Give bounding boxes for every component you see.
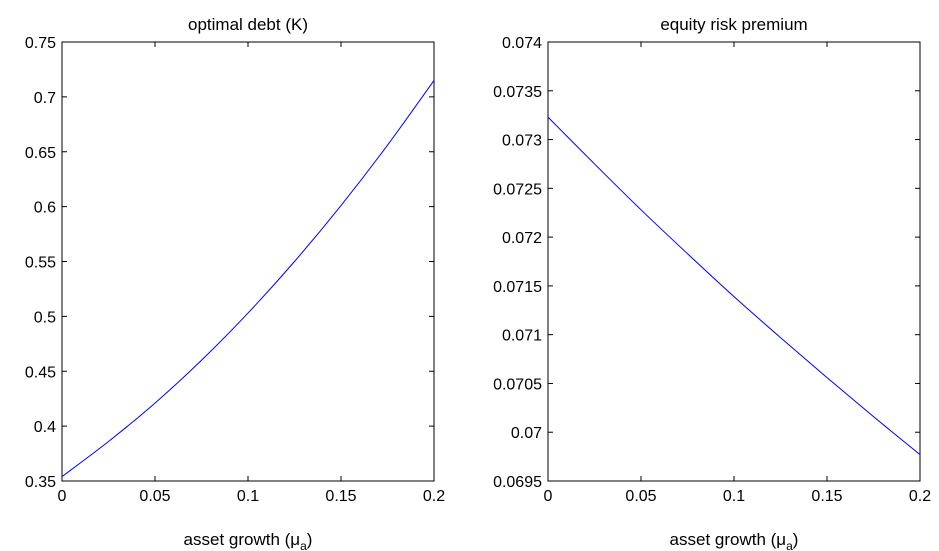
x-axis-label: asset growth (μa) [184,530,313,551]
series-line [547,116,921,456]
tick-group: 0 0.05 0.1 0.15 0.2 0.35 0.4 0.45 0.5 0.55 0.6 0.65… [25,35,445,505]
y-tick-label: 0.0725 [493,181,542,198]
chart-title: optimal debt (K) [188,15,308,34]
y-tick-label: 0.7 [34,90,56,107]
x-tick-label: 0.15 [811,488,842,505]
y-tick-label: 0.4 [34,419,56,436]
y-tick-label: 0.0705 [493,376,542,393]
x-axis-label-main: asset growth ( [184,530,291,549]
y-tick-label: 0.6 [34,200,56,217]
x-tick-label: 0.15 [325,488,356,505]
x-axis-label-close: ) [307,530,313,549]
y-tick-label: 0.0695 [493,474,542,491]
y-tick-label: 0.65 [25,145,56,162]
x-axis-label-greek: μ [776,530,786,549]
y-tick-label: 0.55 [25,255,56,272]
y-tick-label: 0.073 [502,133,542,150]
y-tick-label: 0.75 [25,35,56,52]
x-tick-label: 0 [544,488,553,505]
y-tick-label: 0.074 [502,35,542,52]
x-tick-label: 0.2 [423,488,445,505]
x-axis-label-greek: μ [290,530,300,549]
chart-title: equity risk premium [660,15,807,34]
y-tick-label: 0.45 [25,364,56,381]
y-tick-label: 0.35 [25,474,56,491]
x-axis-label-sub: a [786,539,793,551]
tick-group: 0 0.05 0.1 0.15 0.2 0.0695 0.07 0.0705 0.071 0.07… [493,35,931,505]
x-axis-label: asset growth (μa) [670,530,799,551]
x-tick-label: 0 [58,488,67,505]
plot-frame [547,41,921,482]
y-tick-label: 0.0715 [493,279,542,296]
y-tick-label: 0.5 [34,309,56,326]
y-tick-label: 0.07 [511,425,542,442]
x-tick-label: 0.1 [237,488,259,505]
y-tick-label: 0.071 [502,328,542,345]
x-tick-label: 0.05 [139,488,170,505]
y-tick-label: 0.072 [502,230,542,247]
x-tick-label: 0.05 [625,488,656,505]
x-tick-label: 0.2 [909,488,931,505]
y-tick-label: 0.0735 [493,84,542,101]
chart-optimal-debt: optimal debt (K) 0 0.05 0.1 0.15 0.20.350.40… [25,15,445,551]
series-line [61,80,435,478]
x-axis-label-sub: a [300,539,307,551]
chart-equity-risk-premium: equity risk premium 0 0.05 0.1 0.15 0.2 0.069… [493,15,931,551]
x-tick-label: 0.1 [723,488,745,505]
plot-frame [61,41,435,482]
x-axis-label-close: ) [793,530,799,549]
x-axis-label-main: asset growth ( [670,530,777,549]
